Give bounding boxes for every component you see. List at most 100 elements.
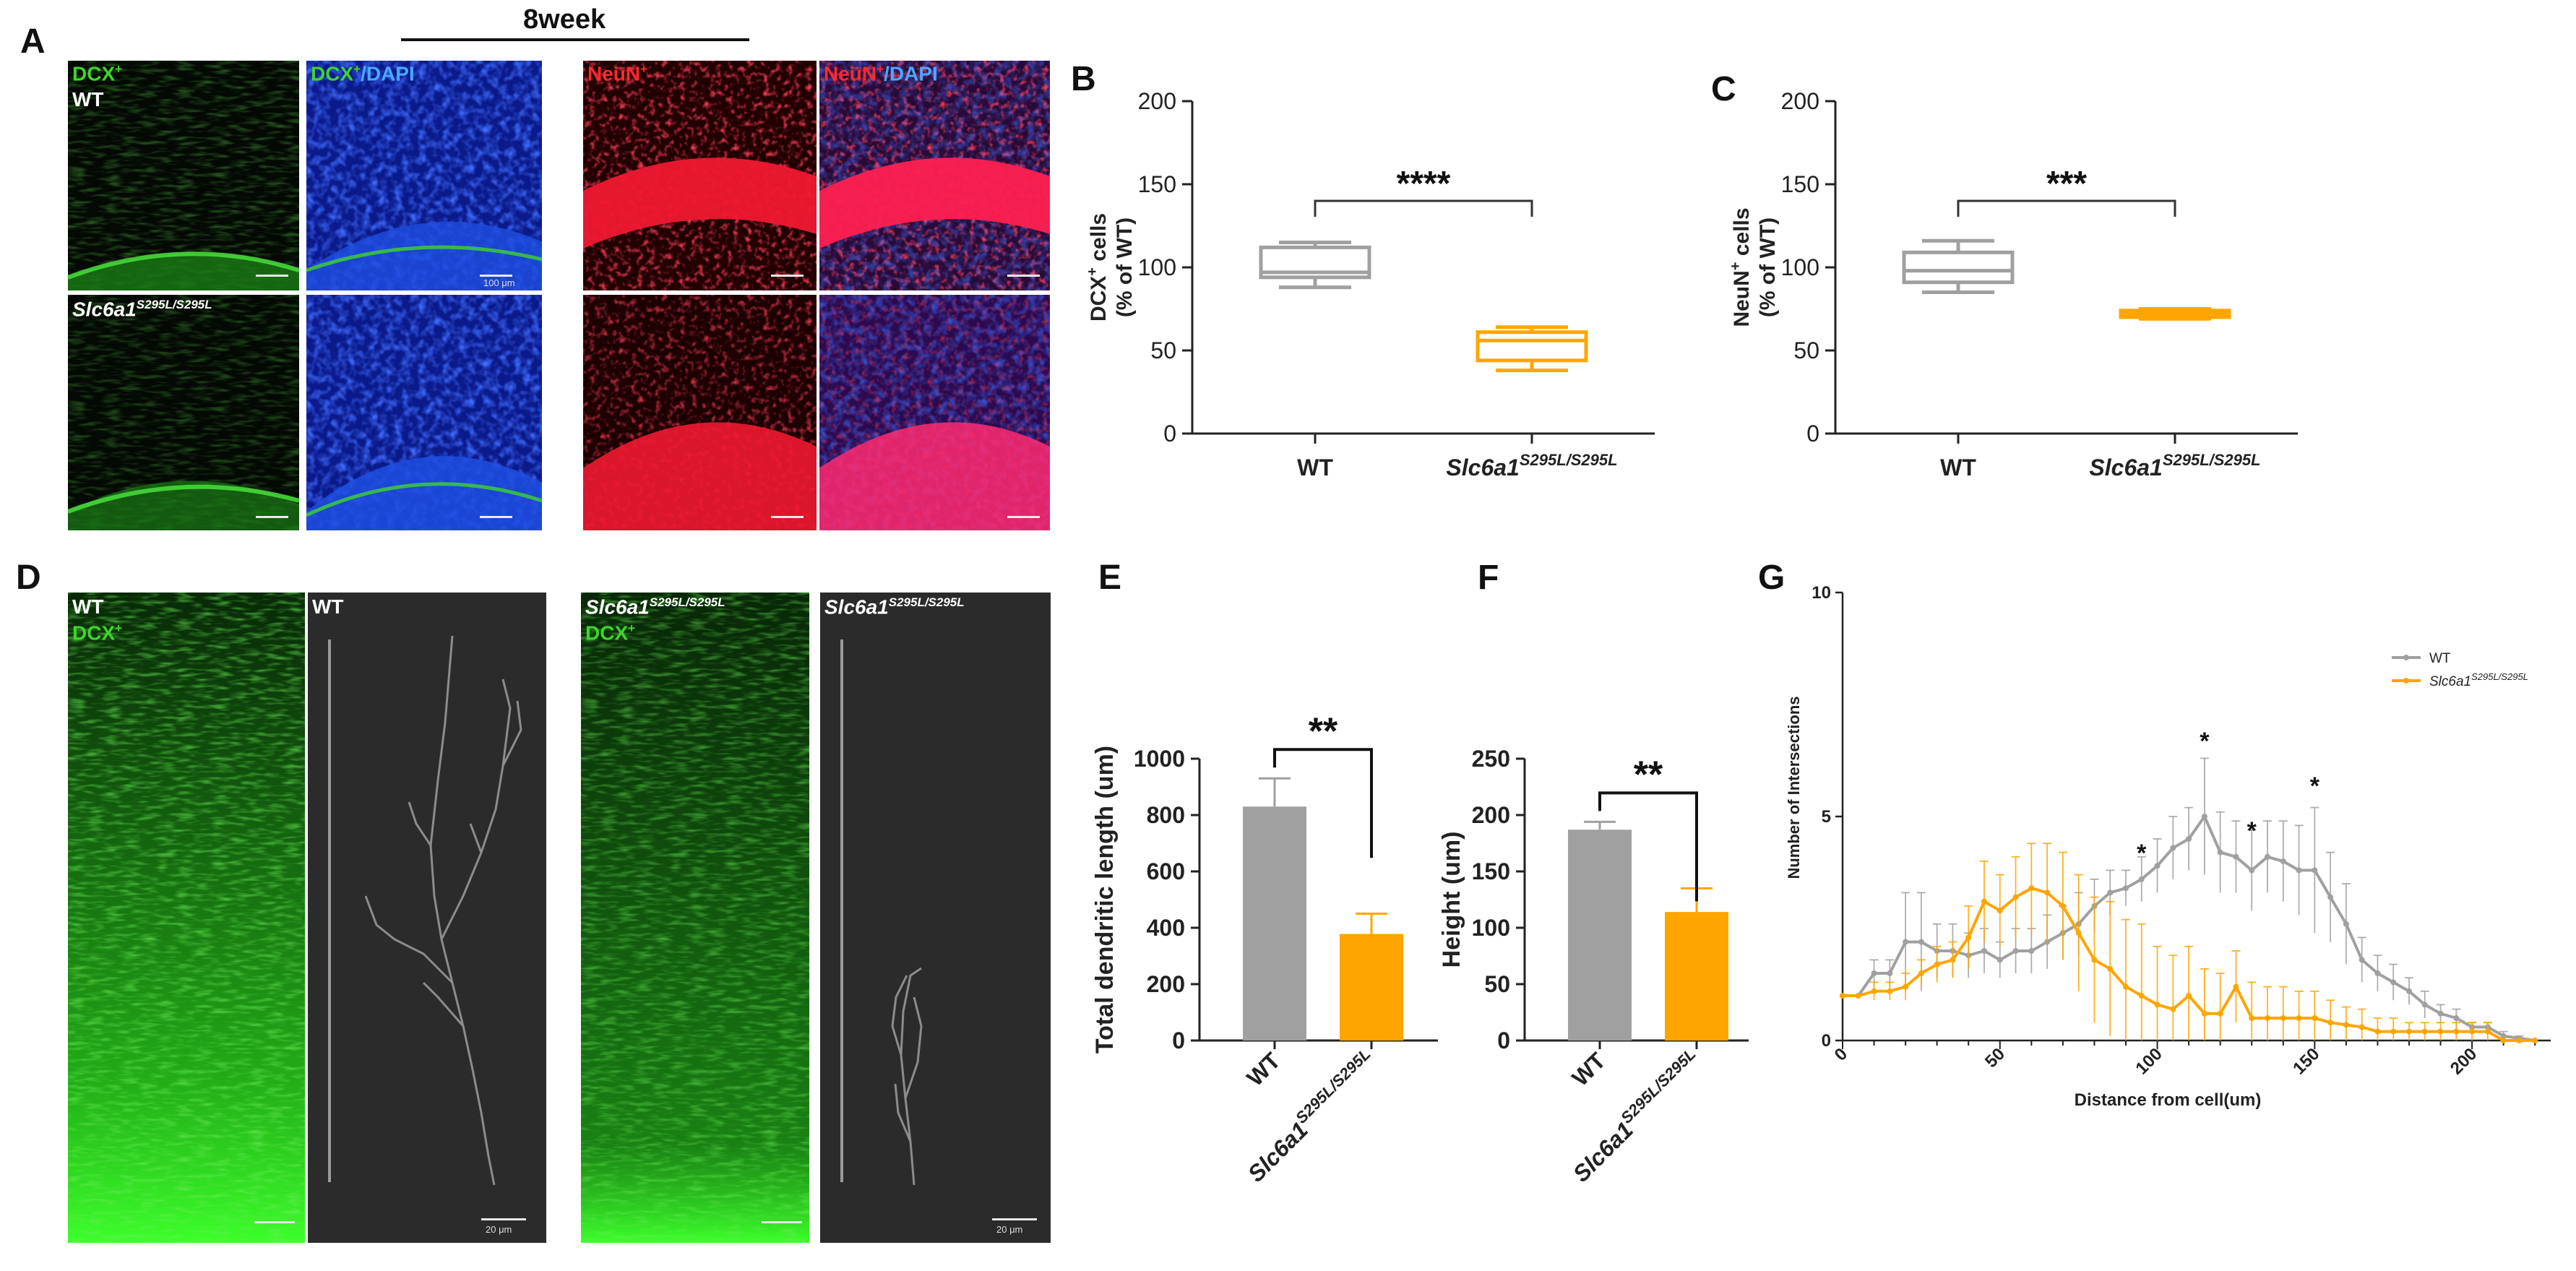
- label-mutant: Slc6a1S295L/S295L: [824, 595, 965, 619]
- micrograph-neun-dapi-mutant: [819, 295, 1050, 530]
- scale-bar: [480, 516, 512, 518]
- y-tick-label: 150: [1138, 171, 1176, 197]
- y-tick-label: 1000: [1134, 746, 1185, 772]
- significance-label: *: [2310, 772, 2320, 800]
- data-point: [2453, 1028, 2460, 1035]
- data-point: [2028, 948, 2035, 954]
- box-iqr: [1902, 250, 2015, 285]
- data-point: [1918, 970, 1924, 976]
- micrograph-dcx-dapi-wt: DCX+/DAPI 100 μm: [306, 61, 542, 290]
- data-point: [1950, 957, 1956, 963]
- chart-b: 0 50 100 150 200 DCX+ cells (% of WT) WT Slc6a1S…: [1085, 88, 1655, 481]
- data-point: [1887, 970, 1893, 976]
- panel-letter-f: F: [1478, 559, 1499, 597]
- data-point: [1934, 961, 1940, 968]
- micrograph-dcx-dapi-mutant: [306, 295, 542, 530]
- panel-letter-c: C: [1711, 70, 1736, 108]
- y-tick-label: 50: [1793, 337, 1819, 363]
- label-neun: NeuN+: [587, 62, 648, 85]
- legend-label-mutant: Slc6a1S295L/S295L: [2429, 671, 2528, 689]
- bar: [1340, 934, 1403, 1041]
- scale-bar: [256, 516, 288, 518]
- data-point: [1981, 898, 1987, 905]
- chart-c: 0 50 100 150 200 NeuN+ cells (% of WT) WT Slc6a1…: [1728, 88, 2298, 481]
- x-tick-label: WT: [1241, 1047, 1285, 1091]
- y-tick-label: 0: [1822, 1031, 1831, 1051]
- data-point: [2280, 1015, 2286, 1021]
- y-tick-label: 50: [1484, 971, 1510, 997]
- data-point: [2123, 885, 2129, 892]
- legend-marker-wt: [2403, 655, 2409, 660]
- data-point: [2154, 1001, 2161, 1008]
- data-point: [2406, 988, 2412, 994]
- data-point: [1840, 993, 1845, 999]
- data-point: [2201, 814, 2207, 819]
- scale-bar: [256, 275, 288, 277]
- y-tick-label: 800: [1147, 802, 1185, 828]
- y-tick-label: 200: [1781, 88, 1819, 114]
- scale-bar: [771, 516, 804, 518]
- data-point: [2107, 965, 2114, 972]
- data-point: [1903, 983, 1909, 990]
- data-point: [2296, 1015, 2302, 1021]
- significance-bracket: [1598, 791, 1698, 902]
- data-point: [2170, 845, 2176, 851]
- data-point: [2296, 867, 2302, 874]
- label-wt: WT: [312, 595, 344, 618]
- label-neun-dapi: NeuN+/DAPI: [824, 62, 938, 85]
- scale-bar: [771, 275, 804, 277]
- neuron-trace-mutant: Slc6a1S295L/S295L 20 μm: [820, 593, 1051, 1243]
- box-iqr: [1476, 330, 1588, 363]
- x-tick-label: 200: [2447, 1044, 2481, 1078]
- data-point: [2359, 1024, 2365, 1030]
- data-point: [2327, 1020, 2334, 1026]
- y-axis-label: Number of Intersections: [1785, 696, 1803, 879]
- y-tick-label: 50: [1150, 337, 1176, 363]
- label-dcx: DCX+: [72, 62, 123, 85]
- y-axis-label: DCX+ cells (% of WT): [1085, 213, 1137, 322]
- data-point: [2406, 1028, 2412, 1035]
- data-point: [1981, 948, 1987, 954]
- significance-label: *: [2137, 840, 2147, 867]
- data-point: [2012, 948, 2019, 954]
- label-dcx: DCX+: [72, 621, 123, 645]
- micrograph-neun-mutant: [583, 295, 817, 530]
- data-point: [2312, 1015, 2318, 1021]
- data-point: [1887, 988, 1893, 994]
- y-tick-label: 400: [1147, 915, 1185, 941]
- data-point: [2312, 867, 2318, 874]
- panel-letter-a: A: [20, 22, 46, 61]
- micrograph-neun-dapi-wt: NeuN+/DAPI: [819, 61, 1050, 290]
- label-mutant: Slc6a1S295L/S295L: [72, 298, 212, 321]
- scale-bar: [481, 1218, 526, 1220]
- data-point: [2500, 1033, 2507, 1039]
- x-tick-label: WT: [1940, 454, 1976, 481]
- scale-bar: [254, 1221, 295, 1223]
- bar: [1665, 912, 1728, 1041]
- significance-label: **: [1309, 710, 1338, 752]
- data-point: [1996, 908, 2003, 914]
- neuron-trace-wt: WT 20 μm: [308, 593, 546, 1243]
- y-tick-label: 0: [1497, 1027, 1510, 1054]
- y-axis-label: NeuN+ cells (% of WT): [1728, 207, 1780, 327]
- scale-bar: [480, 275, 512, 277]
- micrograph-neun-wt: NeuN+: [583, 61, 817, 290]
- data-point: [2075, 930, 2082, 936]
- x-tick-label: 0: [1831, 1044, 1852, 1065]
- data-point: [2516, 1038, 2523, 1043]
- data-point: [2265, 1015, 2270, 1021]
- y-tick-label: 100: [1138, 254, 1176, 280]
- micrograph-dcx-wt-large: WT DCX+: [68, 593, 305, 1243]
- panel-letter-g: G: [1758, 559, 1785, 597]
- data-point: [2265, 853, 2270, 860]
- data-point: [1871, 988, 1877, 994]
- chart-e: 0 200 400 600 800 1000 Total dendritic length …: [1091, 710, 1438, 1187]
- data-point: [2217, 849, 2223, 856]
- label-dcx-dapi: DCX+/DAPI: [311, 62, 415, 85]
- significance-label: *: [2247, 817, 2257, 845]
- significance-label: ***: [2046, 165, 2087, 203]
- micrograph-dcx-mutant-large: Slc6a1S295L/S295L DCX+: [581, 593, 809, 1243]
- y-tick-label: 200: [1147, 971, 1185, 997]
- data-point: [2374, 970, 2381, 976]
- x-tick-label: WT: [1567, 1047, 1611, 1091]
